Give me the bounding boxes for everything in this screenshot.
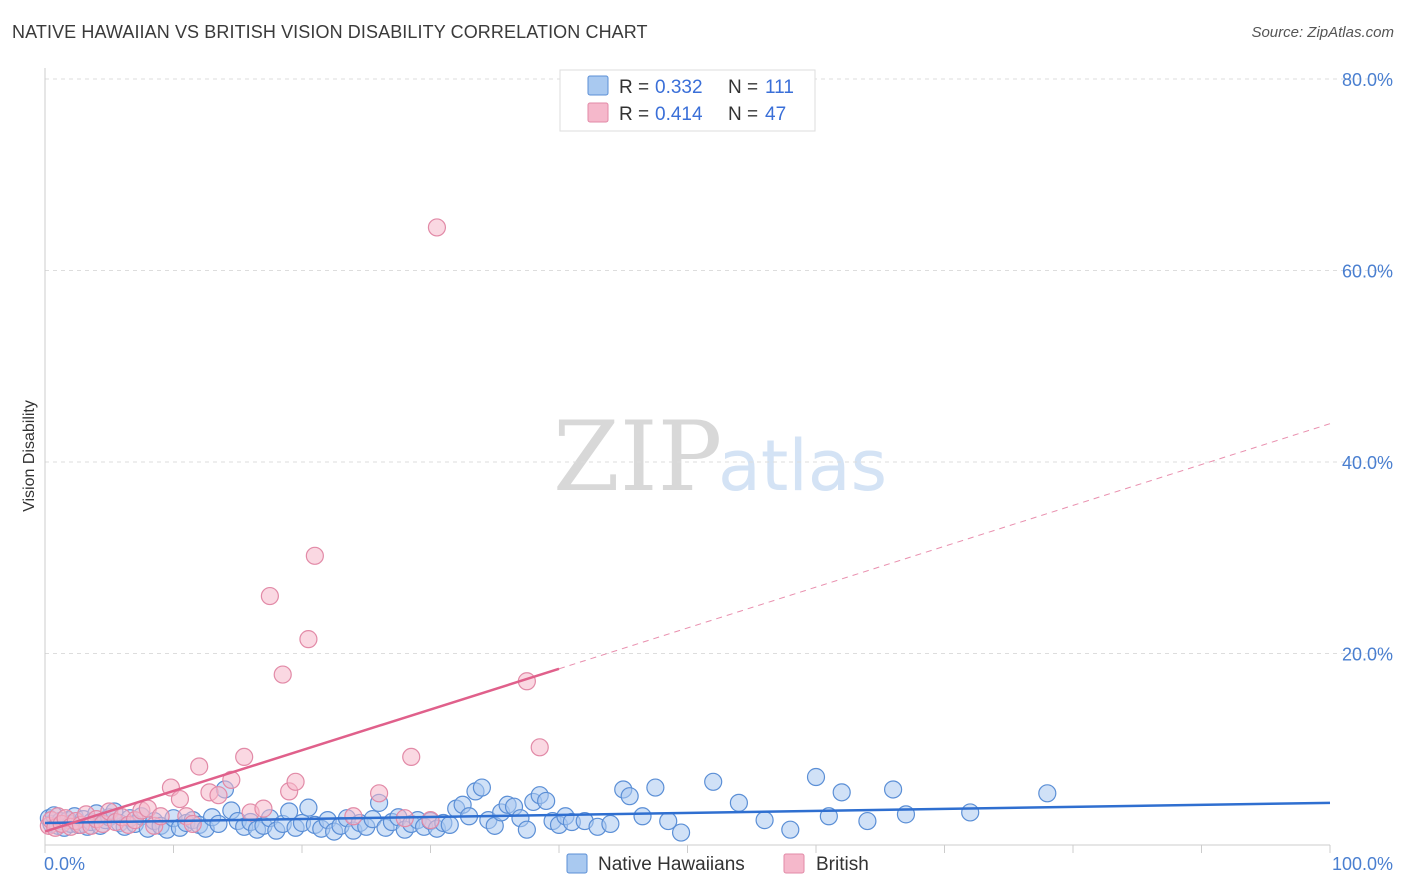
- british-point-34: [273, 665, 292, 684]
- bottom-legend-label-british: British: [816, 854, 869, 875]
- native-hawaiians-point-105: [832, 783, 851, 802]
- native-hawaiians-point-85: [537, 791, 556, 811]
- y-tick-label-40: 40.0%: [1342, 453, 1393, 473]
- native-hawaiians-point-106: [858, 811, 877, 831]
- british-point-33: [260, 586, 279, 606]
- native-hawaiians-point-94: [620, 787, 639, 806]
- native-hawaiians-point-82: [517, 820, 536, 839]
- native-hawaiians-point-99: [704, 772, 723, 791]
- native-hawaiians-point-102: [781, 820, 800, 839]
- y-tick-labels: 20.0% 40.0% 60.0% 80.0%: [1342, 70, 1393, 665]
- legend-n-value-british: 47: [765, 104, 786, 125]
- trend-line-native-hawaiians: [44, 801, 1331, 825]
- native-hawaiians-point-48: [299, 798, 318, 817]
- british-point-46: [530, 738, 549, 757]
- british-point-28: [209, 786, 228, 805]
- british-point-30: [235, 747, 254, 767]
- y-tick-label-60: 60.0%: [1342, 262, 1393, 282]
- native-hawaiians-point-107: [883, 780, 903, 799]
- british-point-26: [190, 757, 209, 776]
- legend-swatch-native-hawaiians: [587, 75, 609, 96]
- y-tick-label-20: 20.0%: [1342, 645, 1393, 665]
- stats-legend: R = 0.332 N = 111 R = 0.414 N = 47: [559, 69, 816, 132]
- trend-line-british: [44, 667, 560, 833]
- x-axis-ticks: [44, 845, 1331, 853]
- british-point-43: [421, 811, 440, 830]
- legend-r-value-native-hawaiians: 0.332: [655, 77, 703, 98]
- source-label: Source: ZipAtlas.com: [1251, 24, 1394, 41]
- british-point-39: [344, 807, 363, 826]
- trend-lines: [44, 423, 1331, 833]
- bottom-legend-swatch-british: [783, 853, 805, 874]
- native-hawaiians-point-103: [806, 767, 826, 787]
- native-hawaiians-point-109: [961, 803, 980, 822]
- watermark-atlas: atlas: [718, 425, 887, 507]
- british-point-23: [170, 789, 190, 809]
- native-hawaiians-point-75: [472, 778, 491, 797]
- gridlines: [45, 78, 1392, 654]
- british-point-44: [427, 218, 447, 237]
- legend-swatch-british: [587, 102, 609, 123]
- y-axis-title: Vision Disability: [21, 400, 38, 512]
- native-hawaiians-point-98: [671, 823, 691, 842]
- legend-r-label-british: R =: [619, 104, 649, 125]
- bottom-legend-label-native-hawaiians: Native Hawaiians: [598, 854, 745, 875]
- british-point-40: [370, 784, 389, 803]
- native-hawaiians-point-101: [755, 811, 774, 830]
- series-british: [39, 218, 549, 837]
- legend-n-value-native-hawaiians: 111: [765, 77, 794, 98]
- native-hawaiians-point-95: [633, 807, 652, 826]
- british-point-36: [286, 772, 305, 791]
- legend-n-label-native-hawaiians: N =: [728, 77, 758, 98]
- x-tick-label-100: 100.0%: [1332, 854, 1393, 874]
- native-hawaiians-point-110: [1038, 784, 1057, 803]
- bottom-legend-swatch-native-hawaiians: [566, 853, 588, 874]
- british-point-32: [254, 799, 273, 818]
- native-hawaiians-point-100: [729, 793, 749, 812]
- legend-n-label-british: N =: [728, 104, 758, 125]
- british-point-37: [299, 630, 318, 649]
- x-tick-label-0: 0.0%: [44, 854, 85, 874]
- native-hawaiians-point-34: [209, 814, 228, 834]
- trend-line-british-extension: [558, 423, 1331, 670]
- chart-title: NATIVE HAWAIIAN VS BRITISH VISION DISABI…: [12, 22, 648, 42]
- british-point-25: [183, 814, 202, 834]
- y-tick-label-80: 80.0%: [1342, 70, 1393, 90]
- series-legend: Native Hawaiians British: [566, 853, 869, 875]
- legend-r-value-british: 0.414: [655, 104, 703, 125]
- british-point-42: [402, 747, 421, 767]
- british-point-38: [305, 546, 324, 565]
- native-hawaiians-point-70: [440, 815, 459, 834]
- watermark-zip: ZIP: [553, 401, 722, 513]
- native-hawaiians-point-92: [601, 814, 620, 834]
- native-hawaiians-point-96: [646, 778, 665, 797]
- legend-r-label-native-hawaiians: R =: [619, 77, 649, 98]
